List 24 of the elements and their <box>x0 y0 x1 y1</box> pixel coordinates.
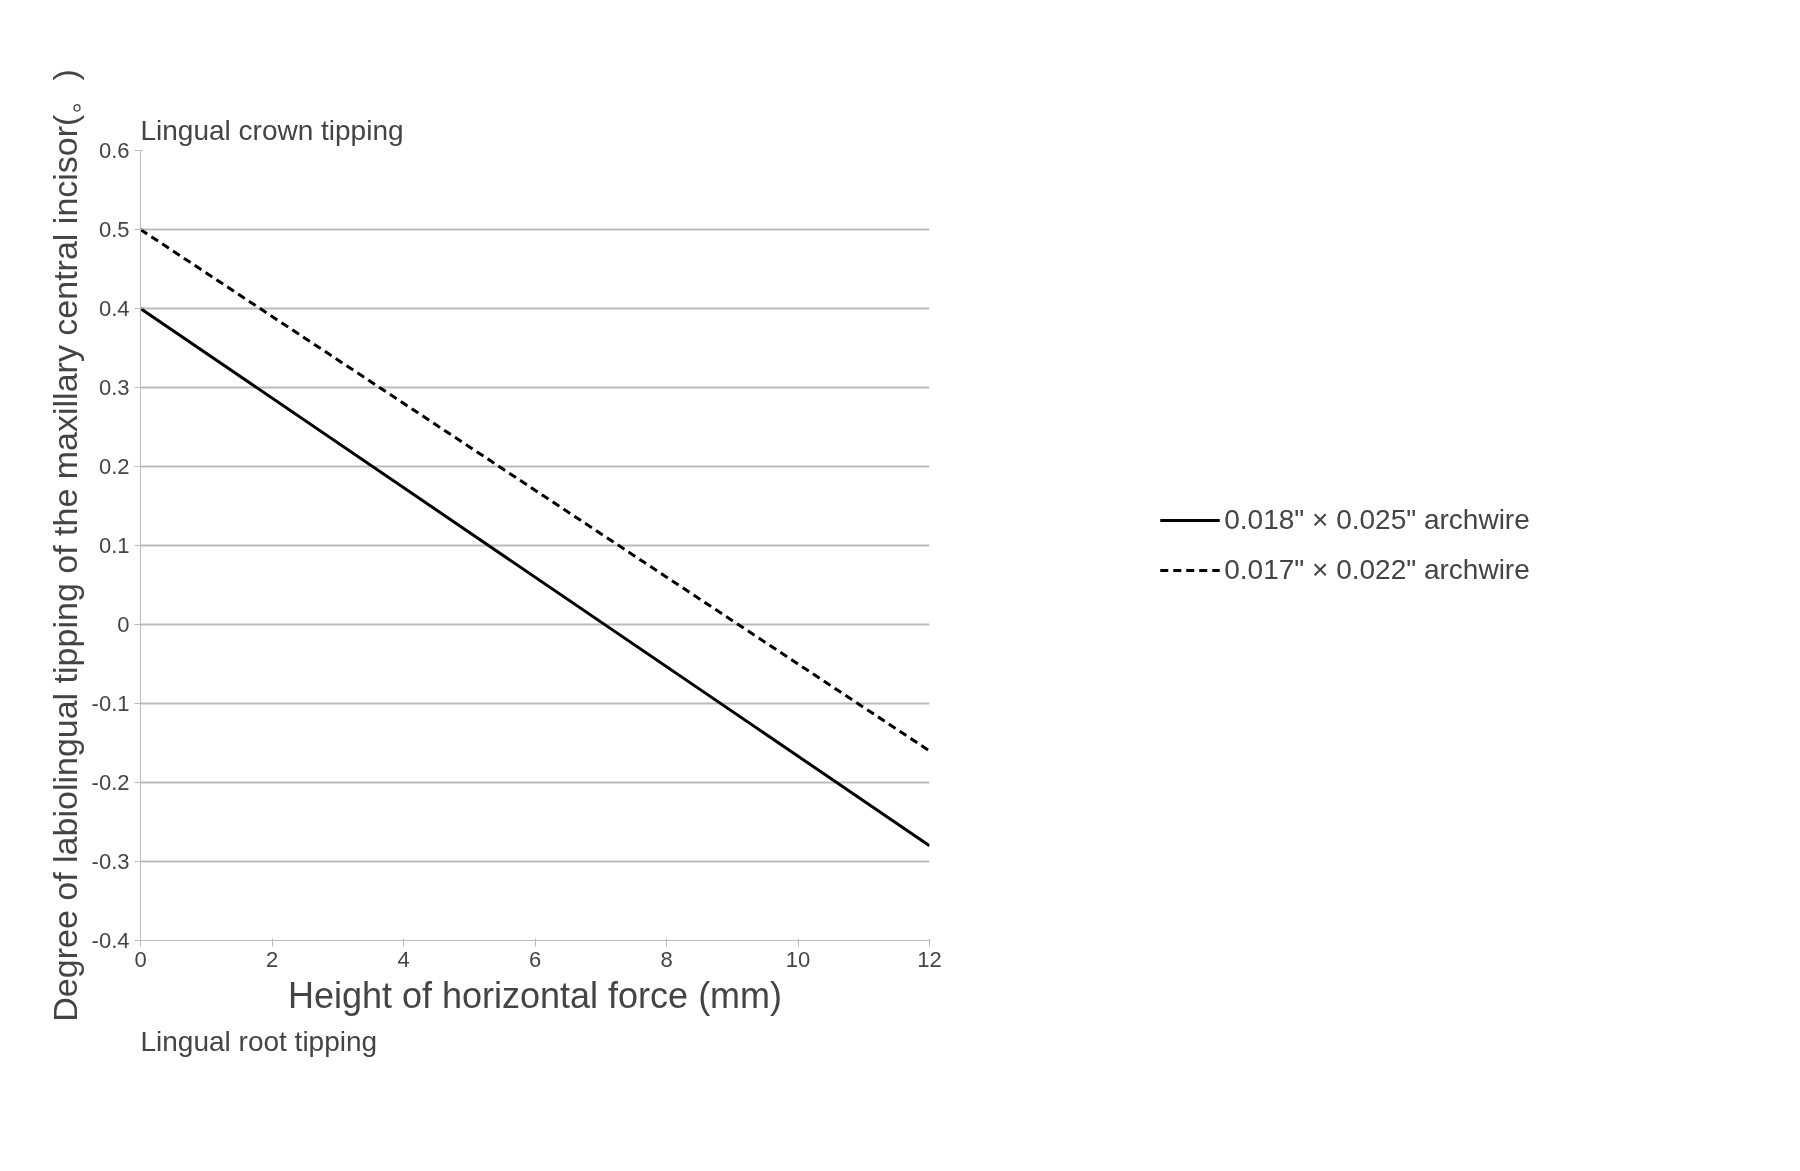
y-tick-label: 0 <box>117 612 130 637</box>
y-tick-label: 0.5 <box>98 217 130 242</box>
text: Lingual crown tipping <box>140 114 404 146</box>
x-tick-label: 0 <box>134 946 147 972</box>
y-tick-label: -0.4 <box>91 928 130 953</box>
y-tick-label: 0.1 <box>98 533 130 558</box>
x-tick-label: 4 <box>397 946 410 972</box>
y-tick-label: -0.2 <box>91 770 130 795</box>
text: Lingual root tipping <box>140 1025 378 1057</box>
x-axis-title: Height of horizontal force (mm) <box>287 974 783 1016</box>
y-axis-title: Degree of labiolingual tipping of the maxillary central incisor(。) <box>45 69 84 1022</box>
y-tick-label: 0.3 <box>98 375 130 400</box>
x-tick-label: 8 <box>660 946 673 972</box>
legend-label: 0.018" × 0.025" archwire <box>1224 504 1530 536</box>
x-tick-label: 6 <box>528 946 542 972</box>
x-tick-label: 12 <box>917 946 942 972</box>
x-tick-label: 10 <box>785 946 811 972</box>
legend-label: 0.017" × 0.022" archwire <box>1224 554 1530 586</box>
x-tick-label: 2 <box>265 946 279 972</box>
y-tick-label: -0.3 <box>91 849 130 874</box>
y-tick-label: 0.2 <box>98 454 130 479</box>
y-tick-label: 0.4 <box>98 296 130 321</box>
y-tick-label: 0.6 <box>98 138 130 163</box>
y-tick-label: -0.1 <box>91 691 130 716</box>
